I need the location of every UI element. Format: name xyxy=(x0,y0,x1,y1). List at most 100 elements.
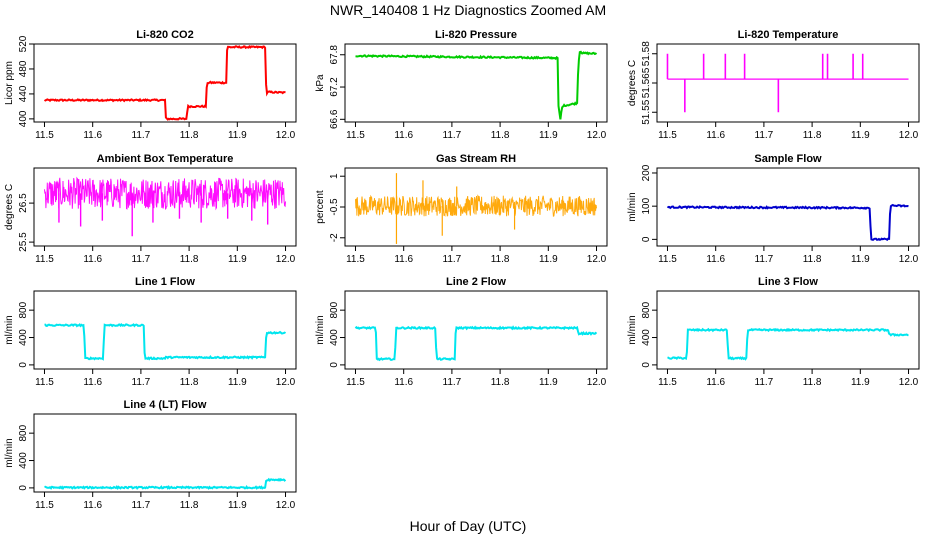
panel-grid: Li-820 CO2 11.5 11.6 11.7 11.8 11.9 12.0 400 440… xyxy=(4,29,920,511)
x-tick-label: 11.5 xyxy=(658,254,677,265)
x-tick-label: 11.9 xyxy=(851,377,870,388)
y-tick-label: 800 xyxy=(18,424,29,441)
y-tick-label: 200 xyxy=(641,164,652,181)
y-tick-label: 400 xyxy=(329,329,340,346)
x-tick-label: 11.5 xyxy=(35,377,54,388)
x-tick-label: 11.9 xyxy=(228,130,247,141)
x-tick-label: 11.8 xyxy=(180,130,199,141)
y-axis-label: ml/min xyxy=(4,438,15,467)
chart-panel: Ambient Box Temperature 11.5 11.6 11.7 11.8 1… xyxy=(4,153,297,265)
x-tick-label: 11.9 xyxy=(228,254,247,265)
x-tick-label: 11.7 xyxy=(132,500,151,511)
x-tick-label: 11.9 xyxy=(539,377,558,388)
series-line xyxy=(43,45,286,121)
y-tick-label: 67.2 xyxy=(329,77,340,97)
y-tick-label: 67.8 xyxy=(329,45,340,65)
plot-frame xyxy=(656,167,920,247)
x-tick-label: 11.6 xyxy=(706,377,725,388)
x-tick-label: 11.6 xyxy=(706,254,725,265)
x-tick-label: 11.5 xyxy=(35,254,54,265)
x-tick-label: 11.8 xyxy=(803,377,822,388)
y-tick-label: 440 xyxy=(18,85,29,102)
chart-panel: Li-820 Temperature 11.5 11.6 11.7 11.8 11.9 12… xyxy=(627,29,920,141)
x-tick-label: 11.6 xyxy=(83,130,102,141)
y-tick-label: 100 xyxy=(641,197,652,214)
x-tick-label: 11.5 xyxy=(346,130,365,141)
x-tick-label: 12.0 xyxy=(587,377,607,388)
panel-title: Ambient Box Temperature xyxy=(97,153,234,165)
x-tick-label: 11.6 xyxy=(394,130,413,141)
x-tick-label: 11.7 xyxy=(132,254,151,265)
panel-title: Li-820 Pressure xyxy=(435,29,517,41)
x-tick-label: 11.7 xyxy=(132,377,151,388)
panel-title: Sample Flow xyxy=(754,153,822,165)
x-tick-label: 11.8 xyxy=(803,254,822,265)
x-tick-label: 11.7 xyxy=(755,130,774,141)
y-tick-label: 480 xyxy=(18,60,29,77)
plot-frame xyxy=(33,290,297,370)
x-tick-label: 11.5 xyxy=(346,377,365,388)
x-tick-label: 11.9 xyxy=(851,254,870,265)
x-tick-label: 12.0 xyxy=(587,254,607,265)
figure-x-label: Hour of Day (UTC) xyxy=(410,518,527,534)
series-line xyxy=(44,477,287,491)
y-tick-label: 0 xyxy=(641,362,652,368)
panel-title: Line 1 Flow xyxy=(135,276,195,288)
series-line xyxy=(355,50,598,120)
y-tick-label: 25.5 xyxy=(18,232,29,252)
y-tick-label: 0 xyxy=(329,362,340,368)
panel-title: Li-820 CO2 xyxy=(136,29,193,41)
y-axis-label: kPa xyxy=(315,74,326,92)
y-tick-label: 1 xyxy=(329,173,340,179)
plot-frame xyxy=(33,167,297,247)
y-tick-label: 400 xyxy=(641,329,652,346)
chart-panel: Gas Stream RH 11.5 11.6 11.7 11.8 11.9 12.0 -2 -… xyxy=(315,153,608,265)
x-tick-label: 11.7 xyxy=(443,377,462,388)
series-noise xyxy=(355,194,597,217)
x-tick-label: 11.7 xyxy=(443,254,462,265)
chart-panel: Line 4 (LT) Flow 11.5 11.6 11.7 11.8 11.9 12.0… xyxy=(4,399,297,511)
x-tick-label: 11.9 xyxy=(228,500,247,511)
panel-title: Line 4 (LT) Flow xyxy=(124,399,207,411)
y-axis-label: ml/min xyxy=(315,315,326,344)
y-tick-label: 400 xyxy=(18,329,29,346)
x-tick-label: 11.7 xyxy=(132,130,151,141)
y-tick-label: 26.5 xyxy=(18,193,29,213)
plot-frame xyxy=(33,413,297,493)
x-tick-label: 11.5 xyxy=(658,377,677,388)
plot-frame xyxy=(656,290,920,370)
y-tick-label: -2 xyxy=(329,233,340,242)
x-tick-label: 11.7 xyxy=(755,377,774,388)
x-tick-label: 12.0 xyxy=(276,254,296,265)
x-tick-label: 11.5 xyxy=(346,254,365,265)
series-line xyxy=(44,322,287,361)
y-tick-label: 800 xyxy=(329,301,340,318)
x-tick-label: 11.8 xyxy=(180,254,199,265)
y-axis-label: ml/min xyxy=(627,315,638,344)
y-axis-label: degrees C xyxy=(627,60,638,106)
x-tick-label: 12.0 xyxy=(899,254,919,265)
y-tick-label: 51.55 xyxy=(641,99,652,124)
x-tick-label: 12.0 xyxy=(276,377,296,388)
chart-panel: Li-820 CO2 11.5 11.6 11.7 11.8 11.9 12.0 400 440… xyxy=(4,29,297,141)
x-tick-label: 12.0 xyxy=(276,130,296,141)
y-tick-label: 400 xyxy=(18,110,29,127)
y-tick-label: 0 xyxy=(18,485,29,491)
series-line xyxy=(666,203,909,241)
y-axis-label: ml/min xyxy=(627,192,638,221)
plot-frame xyxy=(344,290,608,370)
figure-title: NWR_140408 1 Hz Diagnostics Zoomed AM xyxy=(330,2,606,18)
panel-title: Li-820 Temperature xyxy=(738,29,839,41)
chart-panel: Line 3 Flow 11.5 11.6 11.7 11.8 11.9 12.0 0 400 8… xyxy=(627,276,920,388)
series-line xyxy=(667,327,909,361)
x-tick-label: 11.9 xyxy=(539,254,558,265)
x-tick-label: 11.8 xyxy=(803,130,822,141)
chart-panel: Li-820 Pressure 11.5 11.6 11.7 11.8 11.9 12.0 6… xyxy=(315,29,608,141)
x-tick-label: 11.8 xyxy=(180,377,199,388)
y-tick-label: 800 xyxy=(641,301,652,318)
y-tick-label: -0.5 xyxy=(329,198,340,216)
plot-frame xyxy=(656,43,920,123)
x-tick-label: 11.6 xyxy=(706,130,725,141)
x-tick-label: 11.9 xyxy=(851,130,870,141)
x-tick-label: 11.6 xyxy=(83,254,102,265)
